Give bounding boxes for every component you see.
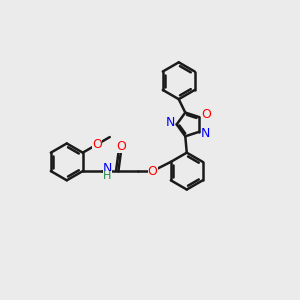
Text: O: O — [92, 138, 102, 151]
Text: N: N — [201, 127, 211, 140]
Text: H: H — [103, 172, 112, 182]
Text: O: O — [116, 140, 126, 153]
Text: O: O — [201, 108, 211, 121]
Text: O: O — [148, 165, 158, 178]
Text: N: N — [165, 116, 175, 130]
Text: N: N — [103, 162, 112, 175]
